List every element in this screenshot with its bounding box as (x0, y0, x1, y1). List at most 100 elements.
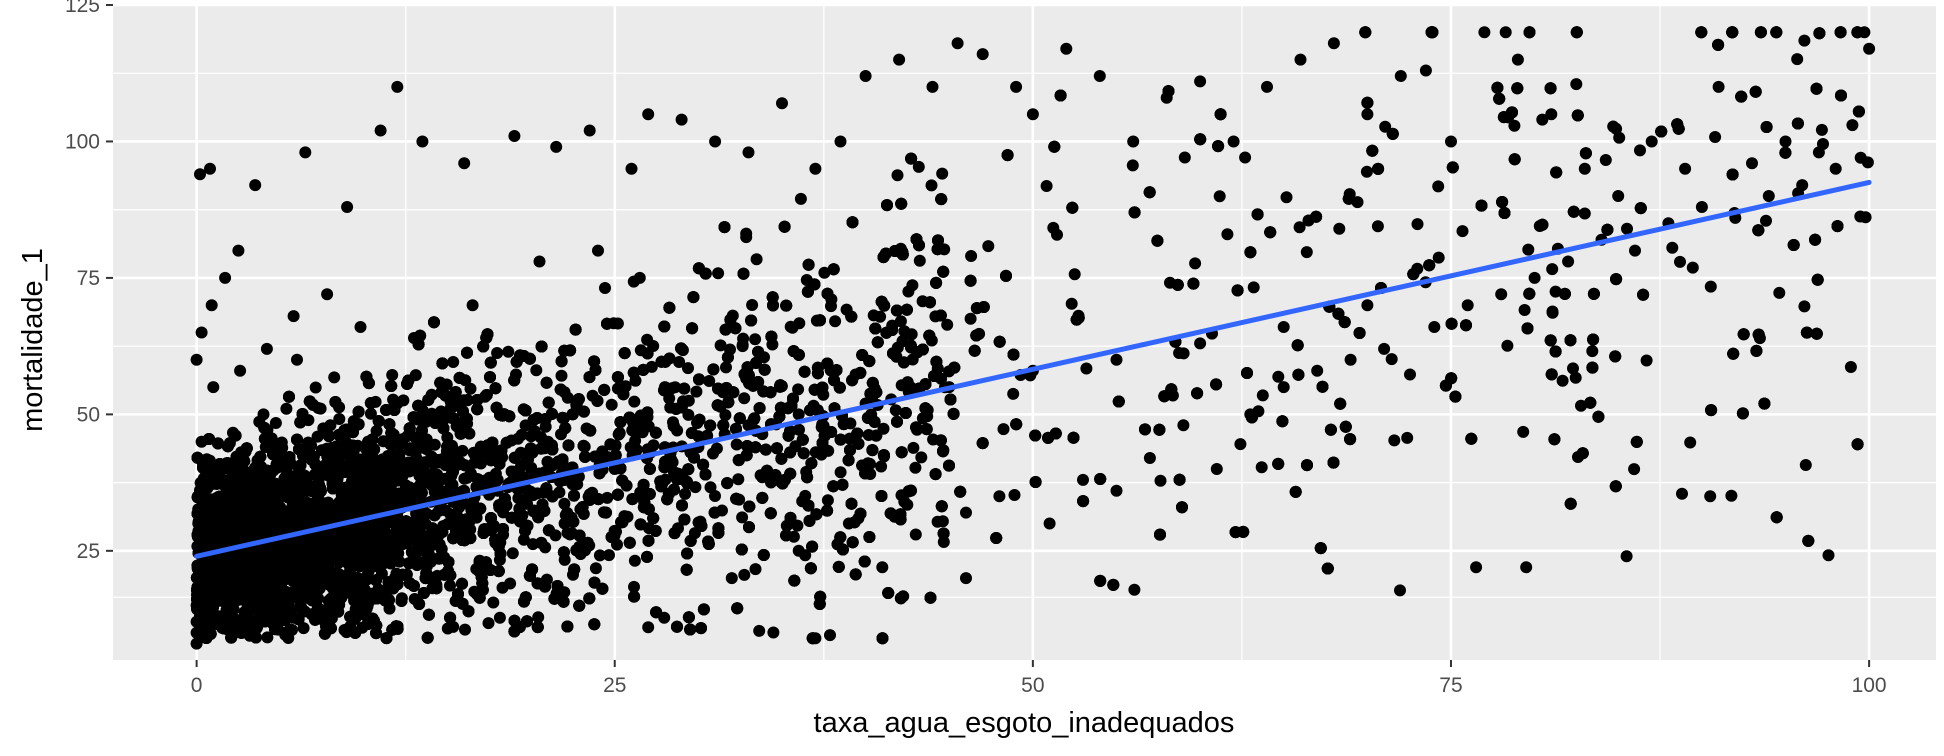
data-point (482, 617, 495, 630)
data-point (1545, 108, 1558, 121)
data-point (1666, 241, 1679, 254)
data-point (725, 572, 738, 585)
data-point (1428, 321, 1441, 333)
data-point (1378, 342, 1391, 355)
data-point (809, 162, 822, 175)
data-point (738, 568, 751, 581)
data-point (1394, 584, 1406, 597)
data-point (1712, 80, 1725, 93)
data-point (1762, 190, 1775, 202)
data-point (466, 299, 479, 312)
data-point (893, 53, 906, 66)
data-point (786, 321, 799, 334)
data-point (1154, 474, 1167, 487)
data-point (502, 345, 515, 358)
data-point (1501, 339, 1514, 352)
data-point (328, 371, 341, 384)
data-point (625, 162, 638, 175)
data-point (496, 581, 509, 594)
data-point (287, 310, 300, 323)
data-point (1194, 337, 1207, 350)
data-point (628, 580, 640, 593)
data-point (1047, 221, 1060, 234)
data-point (416, 135, 429, 148)
data-point (750, 253, 763, 266)
data-point (550, 140, 563, 153)
data-point (1578, 162, 1591, 175)
data-point (730, 438, 743, 451)
data-point (354, 321, 367, 333)
data-point (1128, 583, 1141, 596)
data-point (1261, 80, 1273, 93)
data-point (1628, 463, 1641, 476)
data-point (941, 318, 954, 331)
data-point (1546, 263, 1559, 276)
data-point (1578, 207, 1591, 220)
data-point (321, 288, 334, 301)
data-point (937, 536, 950, 548)
data-point (1333, 222, 1346, 235)
data-point (1143, 452, 1156, 464)
data-point (1239, 151, 1252, 164)
data-point (742, 146, 755, 159)
data-point (1679, 162, 1692, 175)
data-point (1779, 135, 1792, 148)
data-point (936, 167, 949, 180)
data-point (219, 271, 232, 284)
data-point (1026, 108, 1039, 121)
data-point (791, 519, 804, 532)
data-point (1040, 180, 1053, 192)
data-point (1432, 251, 1445, 264)
data-point (589, 562, 602, 575)
data-point (386, 369, 399, 381)
data-point (1456, 225, 1469, 238)
data-point (1791, 53, 1804, 66)
data-point (1799, 459, 1812, 471)
data-point (913, 254, 926, 267)
data-point (447, 356, 460, 368)
points-layer (190, 26, 1876, 650)
data-point (1569, 371, 1582, 384)
data-point (204, 162, 216, 175)
data-point (207, 381, 220, 394)
data-point (530, 364, 543, 377)
data-point (1255, 461, 1268, 474)
data-point (1695, 201, 1708, 213)
data-point (829, 315, 842, 328)
data-point (1846, 119, 1859, 132)
data-point (1556, 374, 1569, 387)
data-point (907, 441, 920, 454)
data-point (491, 347, 504, 359)
data-point (605, 398, 618, 411)
data-point (753, 624, 766, 637)
data-point (227, 426, 239, 439)
data-point (909, 461, 922, 474)
data-point (1645, 135, 1658, 148)
data-point (891, 169, 904, 182)
data-point (1411, 218, 1424, 231)
data-point (1798, 34, 1811, 47)
data-point (834, 135, 847, 148)
data-point (1575, 399, 1587, 412)
data-point (776, 97, 788, 110)
data-point (909, 528, 922, 541)
data-point (1798, 300, 1811, 313)
data-point (533, 255, 546, 268)
data-point (1822, 549, 1835, 562)
data-point (824, 629, 836, 642)
data-point (712, 267, 725, 280)
data-point (592, 244, 604, 257)
data-point (749, 563, 762, 576)
data-point (915, 451, 928, 464)
data-point (1612, 190, 1625, 202)
data-point (628, 554, 641, 567)
data-point (1404, 368, 1416, 381)
data-point (792, 383, 805, 396)
data-point (982, 240, 995, 253)
data-point (1704, 490, 1717, 503)
data-point (291, 353, 303, 366)
data-point (960, 506, 972, 519)
data-point (601, 491, 614, 504)
data-point (1461, 299, 1474, 312)
